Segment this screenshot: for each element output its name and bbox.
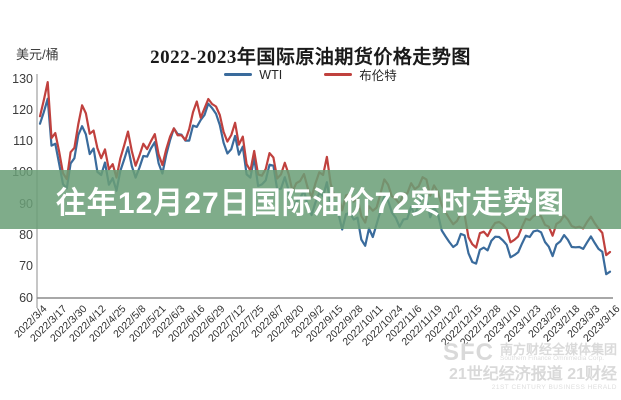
brent-line-swatch bbox=[324, 73, 353, 76]
publisher-watermark: SFC 南方财经全媒体集团 Southern Finance Omnimedia… bbox=[443, 340, 617, 392]
y-tick-120: 120 bbox=[12, 102, 33, 117]
legend-label-brent: 布伦特 bbox=[359, 69, 397, 83]
legend-item-wti: WTI bbox=[224, 68, 282, 82]
wti-line-swatch bbox=[224, 73, 253, 76]
sfc-logo: SFC bbox=[442, 339, 494, 367]
y-tick-130: 130 bbox=[12, 71, 33, 86]
watermark-brand-cn: 21世纪经济报道 21财经 bbox=[448, 366, 617, 384]
watermark-org: 南方财经全媒体集团 Southern Finance Omnimedia Cor… bbox=[499, 341, 617, 363]
y-tick-110: 110 bbox=[13, 134, 33, 149]
headline-banner: 往年12月27日国际油价72实时走势图 bbox=[0, 170, 621, 229]
y-tick-60: 60 bbox=[19, 290, 33, 305]
chart-legend: WTI 布伦特 bbox=[0, 65, 621, 84]
watermark-sfc-row: SFC 南方财经全媒体集团 Southern Finance Omnimedia… bbox=[443, 340, 617, 365]
brent-price-line bbox=[38, 80, 612, 257]
y-tick-80: 80 bbox=[19, 227, 33, 242]
watermark-org-cn: 南方财经全媒体集团 bbox=[499, 341, 617, 357]
headline-banner-text: 往年12月27日国际油价72实时走势图 bbox=[55, 186, 566, 220]
watermark-org-en: Southern Finance Omnimedia Corp. bbox=[499, 355, 605, 363]
watermark-brand-en: 21ST CENTURY BUSINESS HERALD bbox=[491, 384, 617, 392]
y-tick-70: 70 bbox=[19, 259, 33, 274]
chart-title: 2022-2023年国际原油期货价格走势图 bbox=[150, 47, 471, 68]
legend-item-brent: 布伦特 bbox=[324, 65, 397, 84]
legend-label-wti: WTI bbox=[259, 67, 283, 82]
y-axis-unit-label: 美元/桶 bbox=[16, 47, 59, 62]
